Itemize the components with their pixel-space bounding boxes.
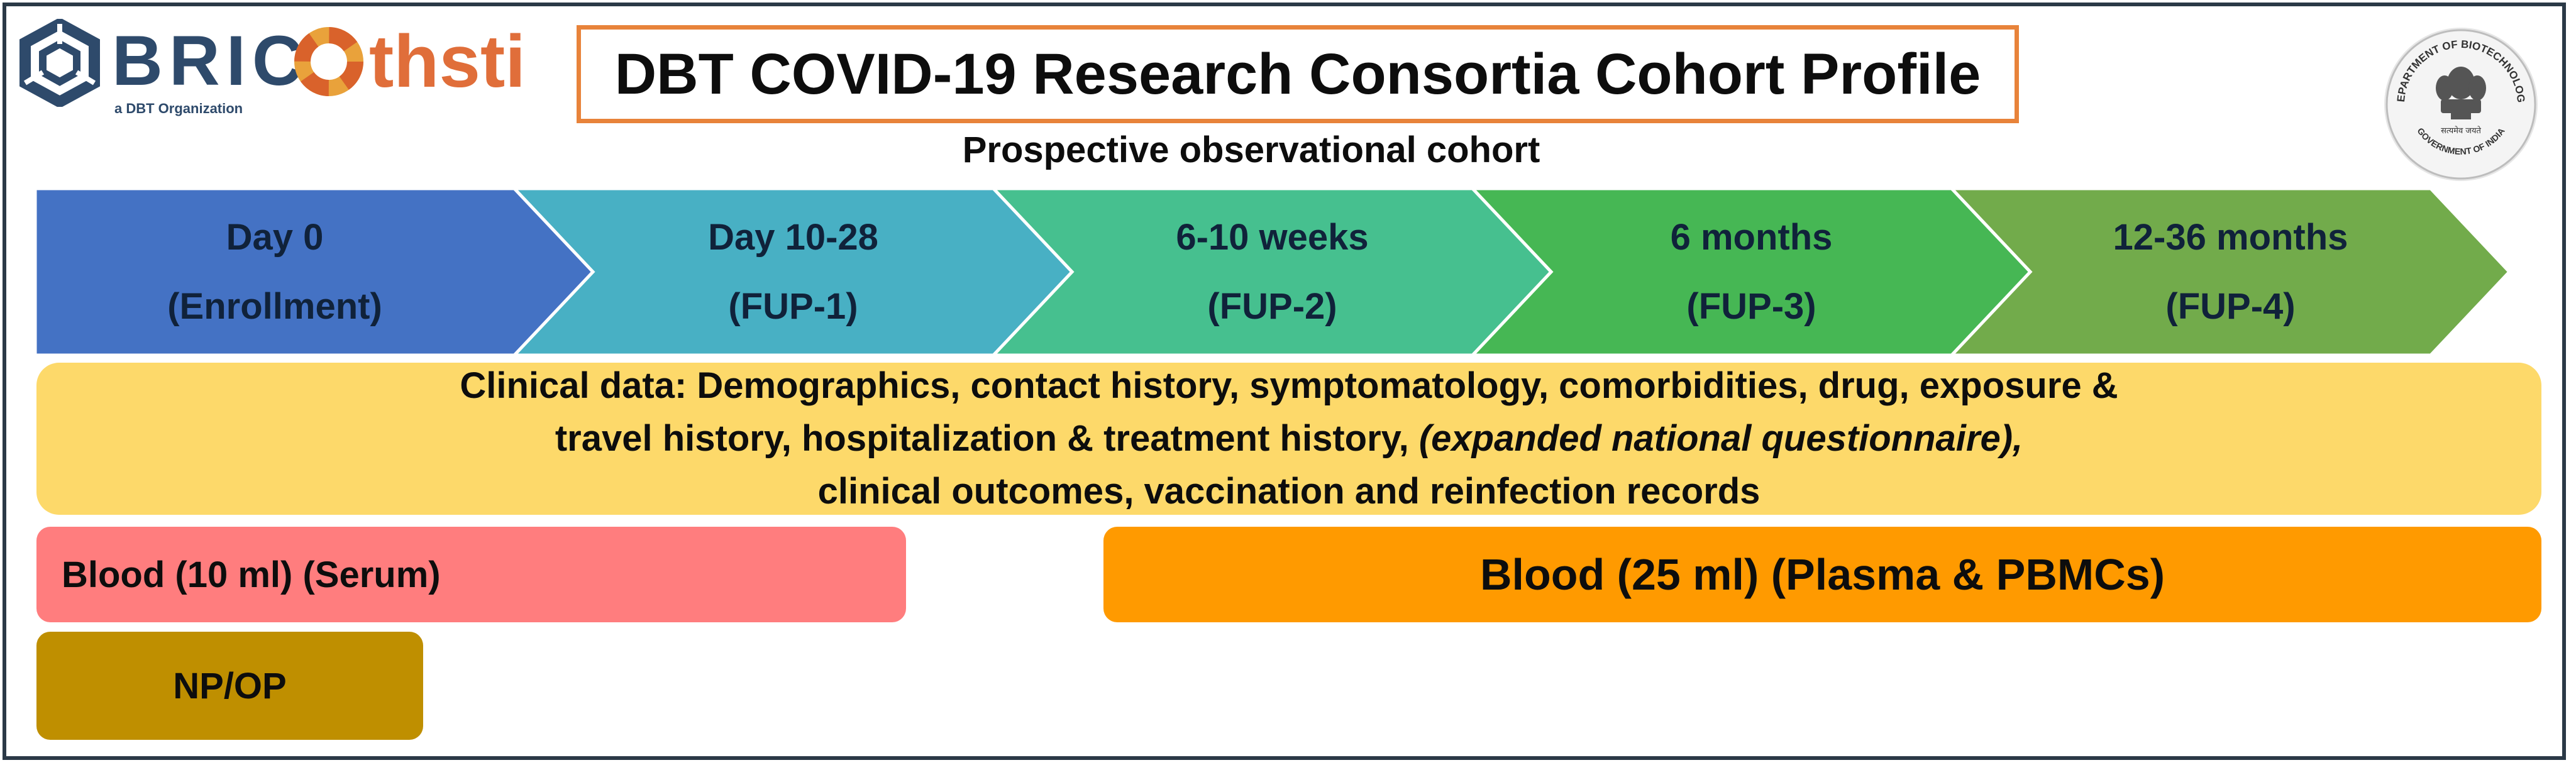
timeline-stage-1-time: Day 0: [226, 216, 324, 258]
clinical-line-2b: (expanded national questionnaire),: [1418, 418, 2023, 459]
clinical-line-2a: travel history, hospitalization & treatm…: [555, 418, 1409, 459]
bric-logo-tagline: a DBT Organization: [114, 101, 243, 116]
blood-25ml-plasma-bar: Blood (25 ml) (Plasma & PBMCs): [1103, 527, 2541, 622]
timeline-stage-4-visit: (FUP-3): [1686, 285, 1816, 327]
bric-logo: BRIC a DBT Organization: [19, 17, 303, 116]
thsti-ring-icon: [294, 27, 363, 96]
bric-hexagon-icon: [19, 17, 100, 109]
timeline-stage-1-label: Day 0 (Enrollment): [86, 189, 463, 355]
np-op-label: NP/OP: [173, 665, 287, 707]
page-title-text: DBT COVID-19 Research Consortia Cohort P…: [614, 41, 1981, 106]
clinical-data-band: Clinical data: Demographics, contact his…: [36, 363, 2541, 515]
timeline-stage-3-visit: (FUP-2): [1207, 285, 1337, 327]
page-title: DBT COVID-19 Research Consortia Cohort P…: [577, 25, 2019, 123]
timeline-stage-1-arrow: [35, 189, 595, 355]
dbt-emblem-icon: DEPARTMENT OF BIOTECHNOLOGY GOVERNMENT O…: [2382, 25, 2538, 181]
clinical-line-3: clinical outcomes, vaccination and reinf…: [817, 471, 1761, 512]
thsti-logo: thsti: [292, 19, 526, 107]
timeline-stage-2-visit: (FUP-1): [728, 285, 858, 327]
page-subtitle: Prospective observational cohort: [962, 129, 1540, 170]
blood-10ml-serum-bar: Blood (10 ml) (Serum): [36, 527, 906, 622]
timeline-stage-4-label: 6 months (FUP-3): [1563, 189, 1940, 355]
timeline-stage-2-label: Day 10-28 (FUP-1): [605, 189, 982, 355]
emblem-motto: सत्यमेव जयते: [2441, 126, 2481, 136]
timeline-stage-2-time: Day 10-28: [708, 216, 878, 258]
clinical-line-1: Clinical data: Demographics, contact his…: [460, 365, 2118, 406]
blood-25ml-label: Blood (25 ml) (Plasma & PBMCs): [1479, 550, 2165, 599]
timeline-stage-5-visit: (FUP-4): [2165, 285, 2296, 327]
blood-10ml-label: Blood (10 ml) (Serum): [62, 554, 441, 595]
np-op-swab-bar: NP/OP: [36, 632, 423, 740]
timeline-stage-1-visit: (Enrollment): [167, 285, 382, 327]
timeline-stage-5-time: 12-36 months: [2113, 216, 2348, 258]
timeline-stage-5-label: 12-36 months (FUP-4): [2042, 189, 2419, 355]
timeline-stage-3-time: 6-10 weeks: [1176, 216, 1369, 258]
diagram-frame: [3, 3, 2566, 760]
timeline-stage-3-label: 6-10 weeks (FUP-2): [1084, 189, 1461, 355]
timeline-stage-4-time: 6 months: [1670, 216, 1833, 258]
thsti-logo-text: thsti: [369, 20, 526, 103]
timeline-arrows: [35, 189, 2512, 355]
bric-logo-text: BRIC: [112, 21, 309, 100]
clinical-line-2: travel history, hospitalization & treatm…: [555, 412, 2023, 465]
